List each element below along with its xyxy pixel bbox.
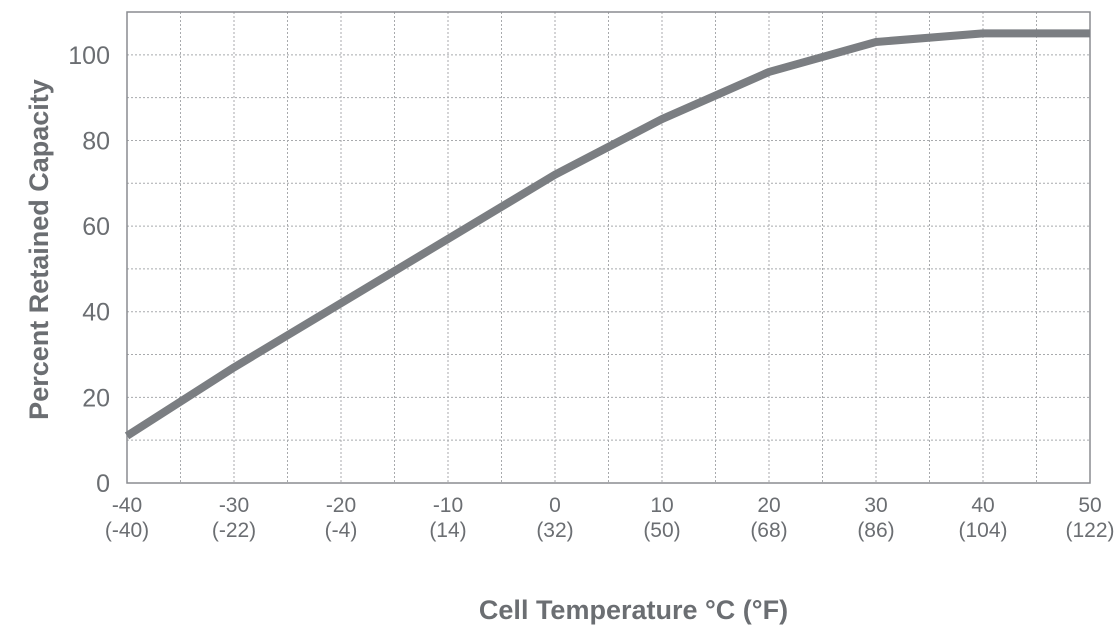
- x-tick-label-fahrenheit: (86): [857, 519, 894, 542]
- y-tick-label: 80: [82, 127, 110, 155]
- x-tick-label-celsius: 40: [971, 494, 994, 517]
- x-tick-label-celsius: -10: [433, 494, 463, 517]
- y-tick-label: 0: [96, 470, 110, 498]
- x-tick-label-fahrenheit: (32): [536, 519, 573, 542]
- y-axis-ticks: 0 20 40 60 80 100: [68, 42, 110, 498]
- x-tick-label-celsius: 30: [864, 494, 887, 517]
- grid: [127, 12, 1090, 483]
- x-tick-label-fahrenheit: (122): [1065, 519, 1114, 542]
- y-axis-title: Percent Retained Capacity: [24, 79, 54, 420]
- x-tick-label-celsius: 20: [757, 494, 780, 517]
- x-axis-ticks: -40(-40) -30(-22) -20(-4) -10(14) 0(32) 10(50…: [105, 494, 1115, 542]
- series-layer: [124, 29, 1090, 440]
- x-axis-title: Cell Temperature °C (°F): [479, 595, 788, 625]
- x-tick-label-celsius: 50: [1078, 494, 1101, 517]
- x-tick-label-celsius: -30: [219, 494, 249, 517]
- x-tick-label-fahrenheit: (14): [429, 519, 466, 542]
- x-tick-label-celsius: -20: [326, 494, 356, 517]
- y-tick-label: 100: [68, 42, 110, 70]
- x-tick-label-fahrenheit: (-4): [325, 519, 358, 542]
- x-tick-label-fahrenheit: (-22): [212, 519, 256, 542]
- series-line: [124, 29, 1090, 440]
- x-tick-label-celsius: 0: [549, 494, 561, 517]
- x-tick-label-fahrenheit: (104): [958, 519, 1007, 542]
- y-tick-label: 20: [82, 384, 110, 412]
- x-tick-label-celsius: -40: [112, 494, 142, 517]
- x-tick-label-celsius: 10: [650, 494, 673, 517]
- y-tick-label: 60: [82, 213, 110, 241]
- x-tick-label-fahrenheit: (68): [750, 519, 787, 542]
- x-tick-label-fahrenheit: (-40): [105, 519, 149, 542]
- plot-frame: [126, 11, 1091, 484]
- x-tick-label-fahrenheit: (50): [643, 519, 680, 542]
- y-tick-label: 40: [82, 299, 110, 327]
